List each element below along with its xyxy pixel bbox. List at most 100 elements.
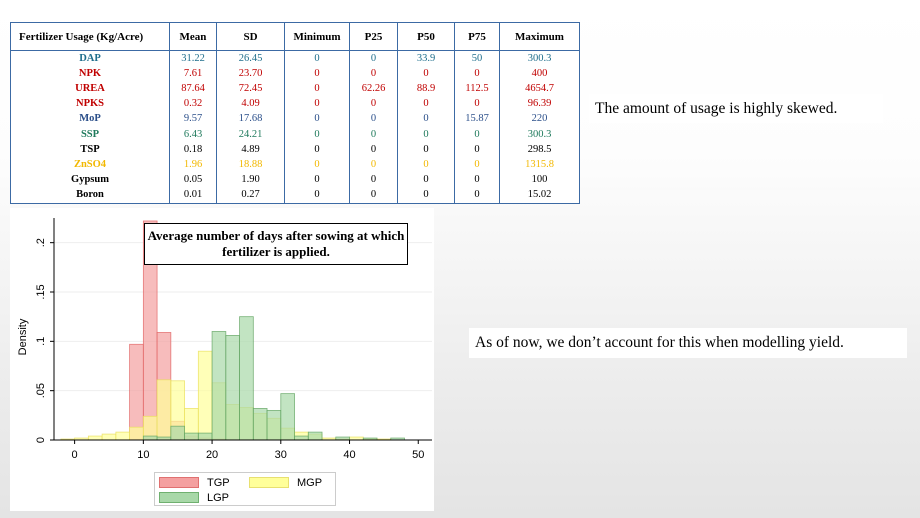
x-tick-label: 40 xyxy=(343,449,355,461)
chart-legend: TGP MGP LGP xyxy=(154,472,336,506)
table-cell: 0 xyxy=(349,187,398,204)
table-cell: 220 xyxy=(499,111,580,127)
table-cell: 0 xyxy=(284,157,350,173)
table-cell: 0.05 xyxy=(169,172,217,188)
fertilizer-usage-table: Fertilizer Usage (Kg/Acre) Mean SD Minimum P… xyxy=(10,22,580,204)
table-cell: 300.3 xyxy=(499,50,580,67)
row-label: SSP xyxy=(10,126,170,143)
table-cell: 72.45 xyxy=(216,81,285,97)
table-cell: 0 xyxy=(397,96,455,112)
table-cell: 4.89 xyxy=(216,142,285,158)
table-cell: 23.70 xyxy=(216,66,285,82)
table-cell: 9.57 xyxy=(169,111,217,127)
row-label: MoP xyxy=(10,111,170,127)
modelling-note: As of now, we don’t account for this whe… xyxy=(469,328,907,358)
table-cell: 0 xyxy=(397,126,455,143)
table-cell: 0 xyxy=(454,172,500,188)
table-cell: 87.64 xyxy=(169,81,217,97)
row-label: TSP xyxy=(10,142,170,158)
bar-lgp xyxy=(294,435,309,441)
bar-lgp xyxy=(197,432,213,441)
table-cell: 15.02 xyxy=(499,187,580,204)
table-cell: 18.88 xyxy=(216,157,285,173)
table-cell: 100 xyxy=(499,172,580,188)
x-tick-label: 0 xyxy=(72,449,78,461)
table-cell: 0 xyxy=(454,157,500,173)
row-label: DAP xyxy=(10,50,170,67)
table-cell: 4654.7 xyxy=(499,81,580,97)
table-cell: 0 xyxy=(397,157,455,173)
column-header: Maximum xyxy=(499,22,580,51)
table-row: Gypsum 0.05 1.90 0 0 0 0 100 xyxy=(10,172,580,188)
table-cell: 0 xyxy=(397,111,455,127)
row-label: UREA xyxy=(10,81,170,97)
table-cell: 1315.8 xyxy=(499,157,580,173)
legend-label: LGP xyxy=(207,492,230,504)
table-cell: 0 xyxy=(284,50,350,67)
legend-label: MGP xyxy=(297,477,323,489)
table-cell: 0 xyxy=(349,142,398,158)
table-cell: 1.90 xyxy=(216,172,285,188)
table-cell: 0.18 xyxy=(169,142,217,158)
table-cell: 1.96 xyxy=(169,157,217,173)
row-label: NPKS xyxy=(10,96,170,112)
table-cell: 0 xyxy=(397,142,455,158)
table-cell: 0 xyxy=(349,96,398,112)
table-cell: 0 xyxy=(284,142,350,158)
column-header: Mean xyxy=(169,22,217,51)
table-cell: 7.61 xyxy=(169,66,217,82)
table-cell: 0 xyxy=(397,66,455,82)
column-header: SD xyxy=(216,22,285,51)
y-tick-label: .15 xyxy=(35,284,47,299)
table-row: NPK 7.61 23.70 0 0 0 0 400 xyxy=(10,66,580,82)
column-header: P25 xyxy=(349,22,398,51)
table-cell: 0 xyxy=(454,142,500,158)
column-header: Fertilizer Usage (Kg/Acre) xyxy=(10,22,170,51)
x-tick-label: 20 xyxy=(206,449,218,461)
table-row: TSP 0.18 4.89 0 0 0 0 298.5 xyxy=(10,142,580,158)
table-row: Boron 0.01 0.27 0 0 0 0 15.02 xyxy=(10,187,580,204)
table-cell: 400 xyxy=(499,66,580,82)
legend-swatch xyxy=(159,492,199,503)
bar-lgp xyxy=(252,408,268,441)
table-cell: 298.5 xyxy=(499,142,580,158)
table-cell: 0.27 xyxy=(216,187,285,204)
row-label: Boron xyxy=(10,187,170,204)
table-cell: 17.68 xyxy=(216,111,285,127)
bar-lgp xyxy=(142,435,158,441)
table-cell: 0 xyxy=(454,96,500,112)
table-cell: 26.45 xyxy=(216,50,285,67)
table-header-row: Fertilizer Usage (Kg/Acre) Mean SD Minimum P… xyxy=(10,22,580,51)
table-cell: 112.5 xyxy=(454,81,500,97)
table-cell: 96.39 xyxy=(499,96,580,112)
table-row: NPKS 0.32 4.09 0 0 0 0 96.39 xyxy=(10,96,580,112)
legend-label: TGP xyxy=(207,477,230,489)
table-cell: 0 xyxy=(454,187,500,204)
table-cell: 0.32 xyxy=(169,96,217,112)
table-cell: 50 xyxy=(454,50,500,67)
table-cell: 300.3 xyxy=(499,126,580,143)
histogram-chart: 0 .05 .1 .15 .2 0 10 20 30 40 50 Density xyxy=(17,218,432,461)
y-tick-label: .05 xyxy=(35,383,47,398)
y-tick-label: .2 xyxy=(35,238,47,247)
table-cell: 31.22 xyxy=(169,50,217,67)
table-row: SSP 6.43 24.21 0 0 0 0 300.3 xyxy=(10,126,580,143)
y-tick-label: .1 xyxy=(35,337,47,346)
table-cell: 0 xyxy=(349,111,398,127)
bar-mgp xyxy=(197,350,213,441)
x-tick-label: 10 xyxy=(137,449,149,461)
table-cell: 0 xyxy=(284,66,350,82)
bar-lgp xyxy=(211,331,227,441)
table-body: DAP 31.22 26.45 0 0 33.9 50 300.3 NPK 7.61 23.70 0 0… xyxy=(10,50,580,204)
y-tick-label: 0 xyxy=(35,437,47,443)
bar-lgp xyxy=(170,425,185,441)
table-cell: 0 xyxy=(284,81,350,97)
table-cell: 0 xyxy=(397,172,455,188)
table-cell: 15.87 xyxy=(454,111,500,127)
bar-lgp xyxy=(184,432,199,441)
table-row: UREA 87.64 72.45 0 62.26 88.9 112.5 4654.7 xyxy=(10,81,580,97)
bar-lgp xyxy=(266,409,282,441)
chart-title: Average number of days after sowing at w… xyxy=(144,223,408,265)
row-label: ZnSO4 xyxy=(10,157,170,173)
bar-lgp xyxy=(280,393,295,441)
